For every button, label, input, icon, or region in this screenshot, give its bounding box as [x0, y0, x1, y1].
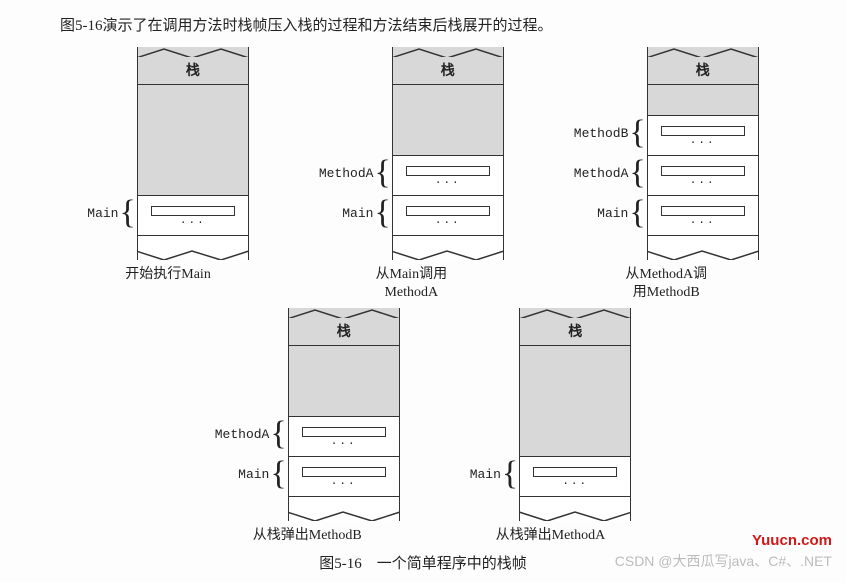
brace-icon: { — [502, 457, 518, 491]
frame-ellipsis: ... — [331, 478, 357, 486]
diagram-d1: Main{栈...开始执行Main — [87, 47, 249, 302]
stack-frame-main: ... — [520, 456, 630, 496]
stack-free-space — [648, 85, 758, 115]
diagram-caption: 从栈弹出MethodA — [496, 527, 606, 545]
brace-icon: { — [270, 417, 286, 451]
stack-free-space — [138, 85, 248, 195]
brace-icon: { — [374, 156, 390, 190]
stack-frame-main: ... — [289, 456, 399, 496]
stack-bottom-space — [138, 235, 248, 250]
frame-label-main: Main{ — [215, 454, 286, 494]
diagram-d5: Main{栈...从栈弹出MethodA — [470, 308, 632, 545]
stack: 栈... — [519, 308, 631, 521]
frame-ellipsis: ... — [690, 177, 716, 185]
stack-frame-main: ... — [648, 195, 758, 235]
diagram-d3: MethodB{MethodA{Main{栈.........从MethodA调… — [574, 47, 759, 302]
frame-label-methodA: MethodA{ — [215, 414, 286, 454]
torn-edge-bottom-icon — [648, 250, 758, 260]
torn-edge-top-icon — [393, 47, 503, 57]
frame-label-main: Main{ — [470, 454, 518, 494]
diagram-d4: MethodA{Main{栈......从栈弹出MethodB — [215, 308, 400, 545]
frame-label-main: Main{ — [319, 193, 390, 233]
stack: 栈...... — [392, 47, 504, 260]
torn-edge-bottom-icon — [520, 511, 630, 521]
frame-label-main: Main{ — [87, 193, 135, 233]
frame-ellipsis: ... — [690, 217, 716, 225]
stack-bottom-space — [648, 235, 758, 250]
stack-title: 栈 — [289, 318, 399, 346]
torn-edge-bottom-icon — [138, 250, 248, 260]
stack: 栈...... — [288, 308, 400, 521]
frame-ellipsis: ... — [562, 478, 588, 486]
watermark-csdn: CSDN @大西瓜写java、C#、.NET — [615, 551, 832, 571]
intro-text: 图5-16演示了在调用方法时栈帧压入栈的过程和方法结束后栈展开的过程。 — [60, 14, 826, 35]
brace-icon: { — [629, 196, 645, 230]
frame-label-methodA: MethodA{ — [319, 153, 390, 193]
stack-title: 栈 — [520, 318, 630, 346]
stack: 栈... — [137, 47, 249, 260]
diagram-caption: 从Main调用MethodA — [376, 266, 448, 302]
brace-icon: { — [629, 156, 645, 190]
torn-edge-top-icon — [138, 47, 248, 57]
stack-frame-methodA: ... — [289, 416, 399, 456]
row-2: MethodA{Main{栈......从栈弹出MethodBMain{栈...… — [20, 308, 826, 545]
torn-edge-top-icon — [520, 308, 630, 318]
row-1: Main{栈...开始执行MainMethodA{Main{栈......从Ma… — [20, 47, 826, 302]
torn-edge-bottom-icon — [393, 250, 503, 260]
stack: 栈......... — [647, 47, 759, 260]
frame-label-methodB: MethodB{ — [574, 113, 645, 153]
stack-frame-methodA: ... — [648, 155, 758, 195]
watermark-yuucn: Yuucn.com — [752, 532, 832, 549]
stack-free-space — [393, 85, 503, 155]
frame-ellipsis: ... — [180, 217, 206, 225]
brace-icon: { — [120, 196, 136, 230]
frame-ellipsis: ... — [331, 438, 357, 446]
brace-icon: { — [374, 196, 390, 230]
frame-ellipsis: ... — [435, 217, 461, 225]
stack-title: 栈 — [393, 57, 503, 85]
brace-icon: { — [629, 116, 645, 150]
stack-title: 栈 — [138, 57, 248, 85]
diagram-caption: 开始执行Main — [125, 266, 211, 284]
stack-title: 栈 — [648, 57, 758, 85]
stack-frame-methodA: ... — [393, 155, 503, 195]
stack-bottom-space — [289, 496, 399, 511]
brace-icon: { — [270, 457, 286, 491]
diagram-d2: MethodA{Main{栈......从Main调用MethodA — [319, 47, 504, 302]
frame-ellipsis: ... — [690, 137, 716, 145]
stack-frame-methodB: ... — [648, 115, 758, 155]
diagram-caption: 从MethodA调用MethodB — [625, 266, 707, 302]
stack-frame-main: ... — [138, 195, 248, 235]
diagram-caption: 从栈弹出MethodB — [253, 527, 362, 545]
torn-edge-top-icon — [648, 47, 758, 57]
frame-label-methodA: MethodA{ — [574, 153, 645, 193]
stack-bottom-space — [393, 235, 503, 250]
frame-ellipsis: ... — [435, 177, 461, 185]
torn-edge-bottom-icon — [289, 511, 399, 521]
stack-bottom-space — [520, 496, 630, 511]
stack-frame-main: ... — [393, 195, 503, 235]
frame-label-main: Main{ — [574, 193, 645, 233]
torn-edge-top-icon — [289, 308, 399, 318]
stack-free-space — [520, 346, 630, 456]
stack-free-space — [289, 346, 399, 416]
